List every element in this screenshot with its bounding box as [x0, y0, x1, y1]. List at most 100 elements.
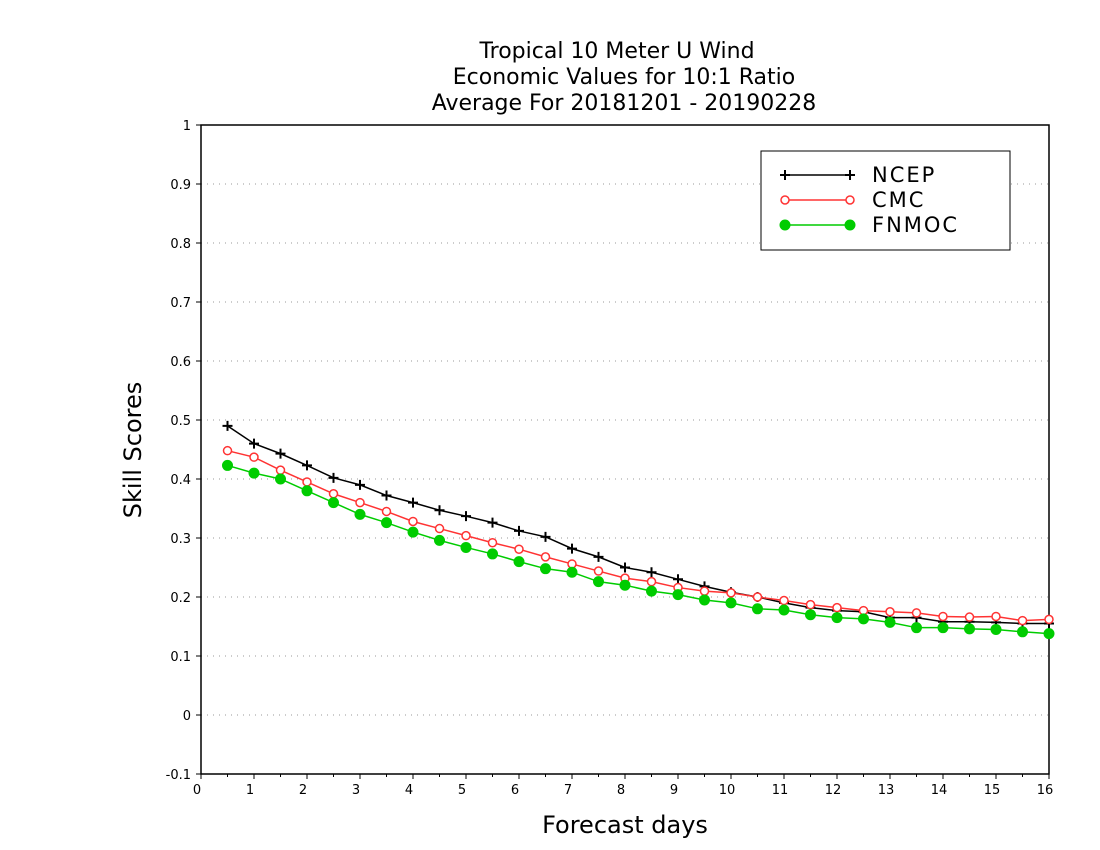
y-tick-label: 0.6	[170, 355, 191, 370]
cmc-marker	[646, 576, 657, 587]
fnmoc-line	[227, 464, 1050, 635]
fnmoc-marker	[778, 604, 790, 616]
fnmoc-marker	[646, 585, 657, 597]
fnmoc-marker	[1017, 626, 1028, 638]
x-tick-label: 13	[878, 783, 895, 798]
x-tick-label: 9	[670, 783, 678, 798]
cmc-marker	[275, 465, 286, 475]
x-tick-label: 14	[931, 783, 948, 798]
y-tick-label: 0.4	[170, 473, 191, 488]
ncep-marker	[620, 562, 630, 573]
legend-item-ncep: NCEP	[780, 163, 936, 187]
fnmoc-marker	[354, 508, 366, 520]
fnmoc-marker	[937, 622, 949, 634]
fnmoc-marker	[699, 594, 710, 606]
cmc-marker	[302, 477, 312, 487]
cmc-marker	[964, 612, 975, 622]
cmc-marker	[752, 592, 763, 602]
cmc-marker	[805, 599, 816, 610]
x-tick-label: 5	[458, 783, 466, 798]
fnmoc-marker	[672, 589, 684, 601]
x-tick-label: 6	[511, 783, 519, 798]
legend-label: CMC	[872, 188, 925, 212]
ncep-marker	[434, 505, 445, 516]
fnmoc-marker	[566, 566, 578, 578]
title-line-3: Average For 20181201 - 20190228	[432, 91, 817, 116]
x-tick-label: 3	[352, 783, 360, 798]
y-axis-title: Skill Scores	[119, 382, 147, 519]
fnmoc-marker	[752, 603, 763, 615]
fnmoc-marker	[460, 541, 472, 553]
fnmoc-marker	[725, 597, 737, 609]
cmc-marker	[845, 195, 855, 205]
legend-label: NCEP	[872, 163, 936, 187]
ncep-marker	[593, 551, 604, 562]
cmc-marker	[1017, 615, 1028, 626]
cmc-marker	[832, 602, 842, 613]
y-tick-label: 1	[183, 119, 191, 134]
cmc-line	[227, 449, 1050, 622]
fnmoc-marker	[301, 485, 313, 497]
fnmoc-marker	[844, 219, 856, 231]
fnmoc-marker	[779, 219, 791, 231]
ncep-marker	[780, 170, 790, 180]
title-line-1: Tropical 10 Meter U Wind	[478, 39, 754, 64]
chart-title: Tropical 10 Meter U Wind Economic Values…	[432, 39, 817, 116]
legend-label: FNMOC	[872, 213, 959, 237]
ncep-marker	[408, 497, 418, 508]
ncep-marker	[381, 490, 392, 501]
fnmoc-marker	[990, 623, 1002, 635]
y-tick-label: -0.1	[166, 768, 191, 783]
x-axis-title: Forecast days	[542, 811, 708, 839]
cmc-marker	[328, 489, 339, 499]
fnmoc-marker	[248, 467, 260, 479]
fnmoc-marker	[275, 473, 286, 485]
x-tick-label: 0	[193, 783, 201, 798]
cmc-marker	[381, 506, 392, 517]
cmc-marker	[222, 445, 233, 456]
fnmoc-marker	[964, 623, 975, 635]
fnmoc-marker	[1043, 628, 1055, 640]
fnmoc-marker	[805, 609, 816, 621]
series-cmc	[222, 445, 1054, 626]
fnmoc-marker	[911, 622, 922, 634]
cmc-marker	[540, 552, 551, 562]
x-tick-label: 15	[984, 783, 1001, 798]
series-ncep	[222, 420, 1054, 629]
axis-ticks: -0.100.10.20.30.40.50.60.70.80.910 1 2 3 4 5 6…	[166, 119, 1054, 798]
y-tick-label: 0.1	[170, 650, 191, 665]
x-tick-label: 4	[405, 783, 413, 798]
cmc-marker	[911, 608, 922, 618]
gridlines	[201, 183, 1049, 716]
cmc-marker	[726, 588, 736, 598]
cmc-marker	[938, 611, 948, 622]
cmc-marker	[461, 530, 471, 541]
fnmoc-marker	[884, 616, 896, 628]
ncep-marker	[302, 460, 312, 471]
legend-item-fnmoc: FNMOC	[779, 213, 959, 237]
ncep-marker	[275, 448, 286, 459]
ncep-marker	[355, 479, 365, 490]
fnmoc-marker	[831, 612, 843, 624]
fnmoc-marker	[407, 526, 419, 538]
y-tick-label: 0.3	[170, 532, 191, 547]
fnmoc-marker	[222, 459, 233, 471]
cmc-marker	[699, 586, 710, 596]
fnmoc-marker	[328, 497, 339, 509]
y-tick-label: 0.2	[170, 591, 191, 606]
cmc-marker	[779, 595, 789, 606]
cmc-marker	[434, 523, 445, 534]
ncep-marker	[845, 170, 855, 180]
fnmoc-marker	[381, 517, 392, 529]
ncep-marker	[328, 472, 339, 483]
y-tick-label: 0.8	[170, 237, 191, 252]
y-tick-label: 0.9	[170, 178, 191, 193]
ncep-marker	[646, 567, 657, 578]
cmc-marker	[885, 607, 895, 617]
cmc-marker	[355, 497, 365, 508]
x-tick-label: 16	[1037, 783, 1054, 798]
ncep-marker	[673, 574, 683, 585]
ncep-marker	[567, 543, 577, 554]
